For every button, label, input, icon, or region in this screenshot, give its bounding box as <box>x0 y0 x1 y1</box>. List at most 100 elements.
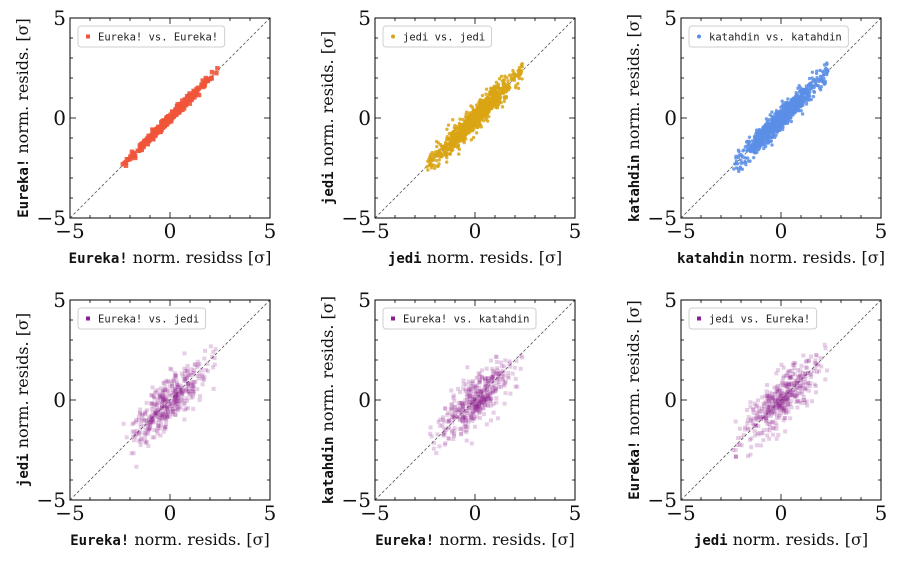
data-point <box>466 392 471 397</box>
data-point <box>745 426 750 431</box>
data-point <box>460 419 465 424</box>
data-point <box>143 412 148 417</box>
data-point <box>787 382 792 387</box>
data-point <box>167 393 172 398</box>
data-point <box>459 431 464 436</box>
y-tick-label: −5 <box>342 206 371 230</box>
data-point <box>153 389 158 394</box>
data-point <box>487 381 492 386</box>
data-point <box>467 413 472 418</box>
data-point <box>765 407 770 412</box>
data-point <box>153 402 158 407</box>
data-point <box>779 404 784 409</box>
data-point <box>446 142 451 147</box>
data-point <box>743 425 748 430</box>
legend-marker <box>86 316 90 321</box>
data-point <box>468 393 473 398</box>
data-point <box>451 393 456 398</box>
data-point <box>762 407 767 412</box>
data-point <box>777 401 782 406</box>
data-point <box>120 161 126 167</box>
data-point <box>165 414 170 419</box>
data-point <box>788 112 793 116</box>
tick-marks <box>680 17 882 219</box>
data-point <box>151 404 156 409</box>
data-point <box>469 104 473 108</box>
data-point <box>148 420 153 425</box>
data-point <box>813 358 818 363</box>
y-tick-label: 0 <box>664 106 677 130</box>
data-point <box>205 369 210 374</box>
data-point <box>813 80 818 85</box>
data-point <box>464 418 468 423</box>
data-point <box>183 368 188 373</box>
data-point <box>161 390 166 395</box>
data-point <box>784 389 789 394</box>
data-point <box>477 380 482 385</box>
data-point <box>795 385 800 390</box>
data-point <box>174 394 179 399</box>
data-point <box>483 382 488 387</box>
data-point <box>794 399 799 404</box>
data-point <box>753 417 758 422</box>
data-point <box>502 383 507 388</box>
data-point <box>136 418 141 423</box>
data-point <box>455 414 460 419</box>
legend-box <box>688 25 849 48</box>
data-point <box>165 410 170 415</box>
data-point <box>215 66 220 71</box>
data-point <box>148 421 153 426</box>
data-point <box>194 364 199 369</box>
data-point <box>822 76 826 81</box>
data-point <box>191 406 196 411</box>
data-point <box>430 156 435 161</box>
data-point <box>183 378 188 383</box>
data-point <box>778 402 783 407</box>
data-point <box>760 395 765 400</box>
data-point <box>203 348 208 353</box>
data-point <box>782 383 787 388</box>
data-point <box>162 384 167 389</box>
data-point <box>786 401 791 406</box>
data-point <box>436 149 440 154</box>
data-point <box>485 106 489 110</box>
data-point <box>140 418 145 423</box>
data-point <box>486 378 491 383</box>
data-point <box>484 117 489 122</box>
data-point <box>487 395 492 400</box>
data-point <box>803 372 808 377</box>
data-point <box>785 396 790 401</box>
data-point <box>782 415 787 420</box>
data-point <box>780 396 785 401</box>
data-point <box>491 390 496 395</box>
data-point <box>158 407 163 412</box>
data-point <box>825 61 829 65</box>
data-point <box>162 388 167 393</box>
data-point <box>785 402 790 407</box>
data-point <box>765 393 770 398</box>
data-point <box>464 392 469 397</box>
data-point <box>190 380 195 385</box>
data-point <box>494 372 499 377</box>
tick-marks <box>69 17 271 219</box>
data-point <box>507 86 511 91</box>
data-point <box>510 72 515 77</box>
data-point <box>183 401 188 406</box>
data-point <box>789 381 794 386</box>
x-axis-label: Eureka! norm. resids. [σ] <box>70 530 270 549</box>
data-point <box>807 384 812 389</box>
data-point <box>497 380 502 385</box>
data-point <box>144 400 149 405</box>
data-point <box>817 78 821 82</box>
data-point <box>490 389 495 394</box>
data-point <box>133 433 138 438</box>
data-point <box>488 390 493 395</box>
data-point <box>185 373 190 378</box>
data-point <box>474 392 479 397</box>
data-point <box>187 373 192 378</box>
data-point <box>748 404 753 409</box>
data-point <box>775 405 780 410</box>
data-point <box>452 415 457 420</box>
data-point <box>474 402 479 407</box>
data-point <box>780 380 785 385</box>
